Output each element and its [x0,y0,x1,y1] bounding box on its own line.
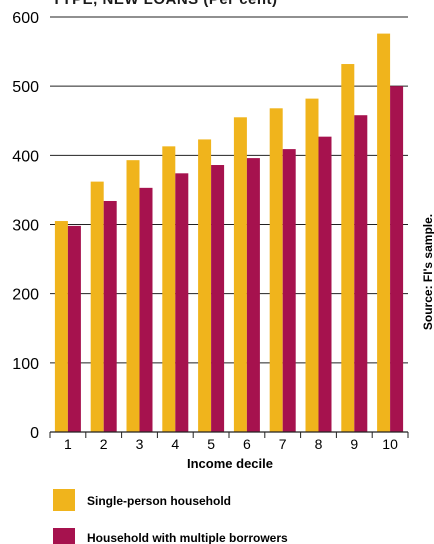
bar-single-8 [305,98,319,432]
y-tick-label-600: 600 [12,10,39,27]
x-tick-label-7: 7 [279,436,287,452]
bar-multiple-4 [175,173,189,433]
bar-single-4 [162,146,176,432]
x-tick-label-10: 10 [382,436,398,452]
bar-single-2 [90,181,104,432]
x-tick-label-3: 3 [136,436,144,452]
legend-swatch-multiple [53,528,75,544]
bar-multiple-3 [139,187,153,432]
x-tick-label-9: 9 [350,436,358,452]
bar-multiple-10 [390,86,404,433]
legend-label-single: Single-person household [87,494,231,508]
bar-single-7 [269,108,283,433]
y-tick-labels: 0 100 200 300 400 500 600 [12,10,39,442]
x-tick-label-8: 8 [315,436,323,452]
bar-single-1 [54,221,68,432]
legend-label-multiple: Household with multiple borrowers [87,531,288,544]
bar-multiple-2 [103,200,117,432]
legend: Single-person household Household with m… [53,489,288,544]
x-tick-label-4: 4 [171,436,179,452]
y-tick-label-500: 500 [12,79,39,96]
x-tick-label-1: 1 [64,436,72,452]
bar-multiple-9 [354,115,368,432]
bar-multiple-1 [67,225,81,432]
y-tick-label-0: 0 [30,425,39,442]
y-tick-label-200: 200 [12,287,39,304]
bar-single-9 [341,64,355,433]
y-tick-label-300: 300 [12,218,39,235]
y-tick-label-400: 400 [12,148,39,165]
legend-swatch-single [53,489,75,511]
bars [54,33,404,433]
x-tick-labels: 1 2 3 4 5 6 7 8 9 10 [64,436,398,452]
x-tick-label-5: 5 [207,436,215,452]
bar-multiple-6 [246,158,260,432]
bar-multiple-8 [318,136,332,433]
chart-title: TYPE, NEW LOANS (Per cent) [52,0,278,8]
y-tick-label-100: 100 [12,356,39,373]
bar-single-3 [126,160,140,433]
axes [49,431,409,438]
x-tick-label-6: 6 [243,436,251,452]
source-note: Source: FI's sample. [421,214,434,330]
x-tick-label-2: 2 [100,436,108,452]
bar-single-10 [377,33,391,432]
bar-single-6 [233,117,247,433]
bar-multiple-5 [211,165,225,432]
bar-multiple-7 [282,149,296,432]
bar-single-5 [198,139,212,433]
x-axis-label: Income decile [187,456,273,471]
